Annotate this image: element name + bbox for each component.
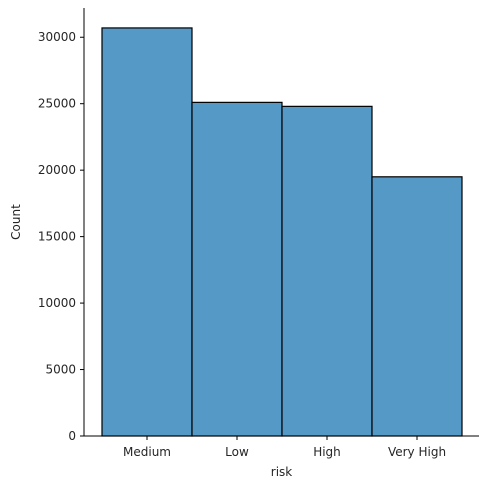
bars-group [101, 27, 463, 437]
x-tick-label: Very High [388, 445, 446, 459]
bar-very-high [371, 176, 463, 437]
bar-medium [101, 27, 193, 437]
y-tick-label: 30000 [38, 30, 76, 44]
y-tick-label: 25000 [38, 97, 76, 111]
x-axis-label: risk [271, 465, 293, 479]
x-tick-label: High [313, 445, 341, 459]
x-tick-label: Medium [123, 445, 171, 459]
y-tick-label: 10000 [38, 296, 76, 310]
y-tick-label: 15000 [38, 230, 76, 244]
bar-high [281, 105, 373, 437]
y-tick-label: 5000 [45, 363, 76, 377]
x-tick-label: Low [225, 445, 249, 459]
bar-low [191, 101, 283, 437]
y-ticks-group: 0 5000 10000 15000 20000 25000 30000 [38, 30, 84, 443]
y-tick-label: 20000 [38, 163, 76, 177]
x-ticks-group: Medium Low High Very High [123, 436, 446, 459]
y-axis-label: Count [9, 204, 23, 240]
y-tick-label: 0 [68, 429, 76, 443]
